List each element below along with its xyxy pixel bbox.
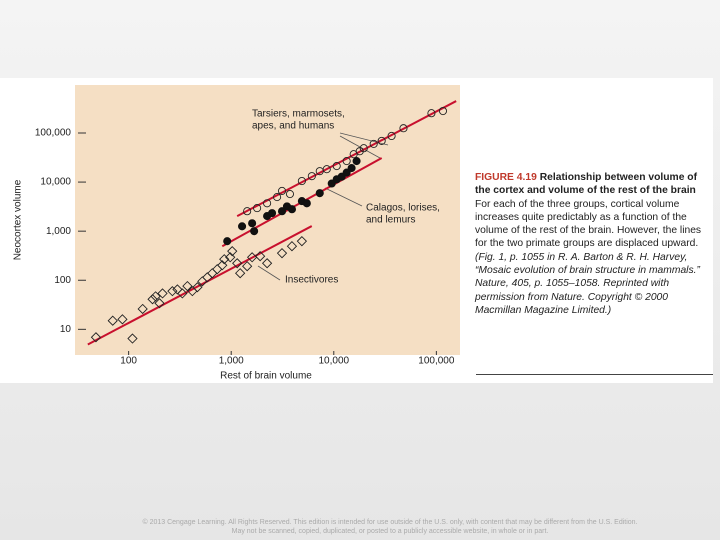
- point: [332, 162, 341, 171]
- point: [90, 332, 102, 343]
- point: [219, 254, 230, 265]
- point: [302, 199, 311, 208]
- x-tick-label: 100: [120, 356, 137, 367]
- y-tick-label: 10: [60, 324, 72, 335]
- point: [427, 109, 436, 118]
- point: [296, 236, 308, 247]
- point: [276, 248, 288, 259]
- point: [277, 207, 287, 216]
- point: [285, 190, 295, 199]
- leader-line: [339, 132, 389, 146]
- point: [246, 252, 258, 263]
- point: [238, 222, 247, 231]
- annotation: apes, and humans: [252, 121, 334, 132]
- footer-line: © 2013 Cengage Learning. All Rights Rese…: [142, 519, 638, 526]
- point: [377, 136, 386, 145]
- caption-heading: Relationship between volume of the corte…: [475, 172, 698, 197]
- point: [253, 204, 262, 213]
- point: [172, 284, 183, 295]
- figure-number: FIGURE 4.19: [475, 172, 537, 183]
- leader-line: [324, 187, 363, 207]
- caption-body: For each of the three groups, cortical v…: [475, 198, 702, 250]
- point: [322, 165, 331, 174]
- point: [242, 261, 253, 272]
- point: [232, 258, 243, 269]
- point: [307, 172, 316, 181]
- point: [235, 268, 246, 279]
- point: [117, 314, 128, 325]
- point: [192, 282, 203, 293]
- figure-caption: FIGURE 4.19 Relationship between volume …: [475, 171, 713, 317]
- point: [182, 280, 193, 292]
- point: [157, 288, 168, 299]
- point: [227, 246, 238, 257]
- point: [107, 315, 118, 326]
- point: [243, 207, 252, 216]
- point: [438, 106, 448, 116]
- point: [342, 168, 351, 177]
- x-tick-label: 10,000: [318, 356, 349, 367]
- point: [147, 294, 158, 305]
- point: [137, 303, 148, 315]
- point: [223, 237, 232, 246]
- point: [177, 288, 188, 299]
- point: [287, 205, 297, 214]
- leader-line: [257, 265, 281, 281]
- point: [399, 124, 408, 133]
- y-tick-label: 100: [54, 275, 71, 286]
- point: [315, 189, 324, 198]
- y-tick-label: 10,000: [40, 177, 71, 188]
- annotation: Tarsiers, marmosets,: [252, 109, 345, 120]
- y-axis-label: Neocortex volume: [13, 179, 24, 260]
- y-tick-label: 1,000: [46, 226, 71, 237]
- point: [273, 193, 282, 202]
- annotation: Insectivores: [285, 275, 338, 286]
- point: [225, 252, 236, 263]
- point: [297, 176, 306, 186]
- point: [261, 258, 273, 269]
- caption-rule: [476, 374, 713, 375]
- point: [369, 139, 378, 148]
- point: [248, 219, 257, 228]
- point: [268, 209, 277, 218]
- point: [167, 286, 178, 297]
- point: [355, 147, 364, 156]
- footer-line: May not be scanned, copied, duplicated, …: [231, 528, 549, 535]
- point: [154, 298, 165, 309]
- annotation: Calagos, lorises,: [366, 203, 440, 214]
- point: [254, 251, 266, 262]
- point: [359, 144, 368, 153]
- x-tick-label: 1,000: [219, 356, 244, 367]
- point: [250, 227, 259, 236]
- y-tick-label: 100,000: [35, 128, 72, 139]
- point: [347, 164, 356, 173]
- point: [352, 157, 361, 166]
- point: [127, 333, 138, 344]
- point: [150, 291, 161, 302]
- point: [342, 157, 351, 166]
- point: [387, 131, 396, 141]
- footer: © 2013 Cengage Learning. All Rights Rese…: [60, 518, 720, 536]
- caption-citation: (Fig. 1, p. 1055 in R. A. Barton & R. H.…: [475, 251, 700, 316]
- point: [286, 241, 298, 252]
- point: [277, 186, 287, 195]
- x-axis-label: Rest of brain volume: [220, 371, 312, 382]
- x-tick-label: 100,000: [418, 356, 455, 367]
- point: [217, 260, 228, 271]
- point: [263, 199, 272, 208]
- annotation: and lemurs: [366, 215, 415, 226]
